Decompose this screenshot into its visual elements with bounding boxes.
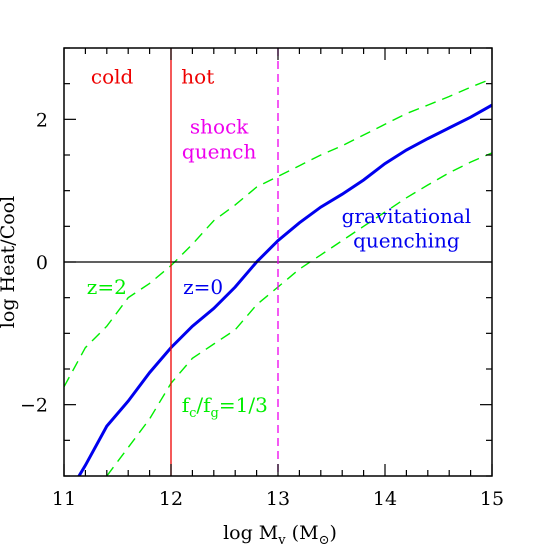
annotation-grav2: quenching bbox=[353, 229, 460, 253]
series-line-1 bbox=[77, 103, 492, 476]
fc-tail: =1/3 bbox=[219, 393, 268, 417]
fc-sub-c: c bbox=[189, 406, 196, 421]
fc-mid: /f bbox=[196, 393, 212, 417]
x-axis-title-unit-close: ) bbox=[329, 522, 336, 544]
annotation-z0: z=0 bbox=[183, 275, 223, 299]
series-line-3 bbox=[106, 152, 492, 476]
x-axis-title-main: log M bbox=[223, 522, 278, 544]
x-axis-title-unit-open: (M bbox=[286, 522, 319, 544]
reference-lines bbox=[64, 48, 492, 476]
x-tick-label: 11 bbox=[52, 488, 76, 510]
x-tick-label: 14 bbox=[373, 488, 397, 510]
y-axis-title: log Heat/Cool bbox=[0, 196, 19, 328]
x-tick-label: 13 bbox=[266, 488, 290, 510]
axis-ticks: 11 12 13 14 15 −2 0 2 bbox=[20, 47, 504, 510]
x-tick-label: 12 bbox=[159, 488, 183, 510]
x-axis-title-unit-subscript: ⊙ bbox=[319, 533, 330, 548]
fc-sub-g: g bbox=[211, 406, 219, 421]
fc-main: f bbox=[182, 393, 191, 417]
y-tick-label: −2 bbox=[20, 395, 48, 417]
annotation-cold: cold bbox=[91, 65, 134, 89]
x-tick-label: 15 bbox=[480, 488, 504, 510]
annotation-quench: quench bbox=[182, 140, 257, 164]
fc-fg-annotation: fc/fg=1/3 bbox=[182, 393, 268, 421]
annotation-hot: hot bbox=[181, 65, 214, 89]
annotation-z2: z=2 bbox=[87, 275, 127, 299]
x-axis-title: log Mv (M⊙) bbox=[223, 522, 337, 548]
annotation-shock: shock bbox=[190, 115, 249, 139]
annotation-grav1: gravitational bbox=[342, 204, 472, 228]
x-axis-title-subscript: v bbox=[277, 533, 286, 548]
y-tick-label: 0 bbox=[36, 252, 48, 274]
y-tick-label: 2 bbox=[36, 109, 48, 131]
